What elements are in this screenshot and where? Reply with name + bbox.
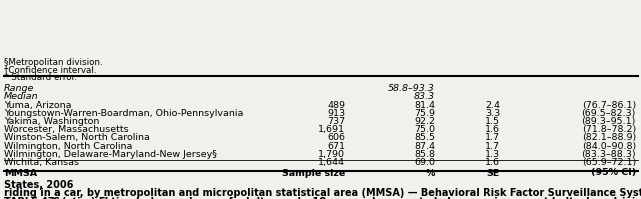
- Text: %: %: [426, 169, 435, 178]
- Text: 1.5: 1.5: [485, 117, 500, 126]
- Text: Yuma, Arizona: Yuma, Arizona: [4, 101, 72, 110]
- Text: ) Estimated prevalence of adults aged ≥18 years who reported always using a seat: ) Estimated prevalence of adults aged ≥1…: [91, 197, 641, 199]
- Text: 58.8–93.3: 58.8–93.3: [388, 84, 435, 93]
- Text: 2.4: 2.4: [485, 101, 500, 110]
- Text: Sample size: Sample size: [282, 169, 345, 178]
- Text: Continued: Continued: [52, 197, 108, 199]
- Text: Yakima, Washington: Yakima, Washington: [4, 117, 99, 126]
- Text: (82.1–88.9): (82.1–88.9): [582, 133, 636, 142]
- Text: 75.9: 75.9: [414, 109, 435, 118]
- Text: 85.5: 85.5: [414, 133, 435, 142]
- Text: 1.7: 1.7: [485, 142, 500, 151]
- Text: 87.4: 87.4: [414, 142, 435, 151]
- Text: 85.8: 85.8: [414, 150, 435, 159]
- Text: (89.3–95.1): (89.3–95.1): [581, 117, 636, 126]
- Text: (76.7–86.1): (76.7–86.1): [582, 101, 636, 110]
- Text: (65.9–72.1): (65.9–72.1): [582, 158, 636, 167]
- Text: 69.0: 69.0: [414, 158, 435, 167]
- Text: * Standard error.: * Standard error.: [4, 73, 77, 82]
- Text: Wilmington, North Carolina: Wilmington, North Carolina: [4, 142, 133, 151]
- Text: 606: 606: [327, 133, 345, 142]
- Text: 92.2: 92.2: [414, 117, 435, 126]
- Text: 1,691: 1,691: [318, 125, 345, 134]
- Text: Worcester, Massachusetts: Worcester, Massachusetts: [4, 125, 129, 134]
- Text: 1,790: 1,790: [318, 150, 345, 159]
- Text: 671: 671: [327, 142, 345, 151]
- Text: (71.8–78.2): (71.8–78.2): [582, 125, 636, 134]
- Text: TABLE 47. (: TABLE 47. (: [4, 197, 66, 199]
- Text: SE: SE: [487, 169, 500, 178]
- Text: (84.0–90.8): (84.0–90.8): [582, 142, 636, 151]
- Text: (95% CI): (95% CI): [591, 169, 636, 178]
- Text: 913: 913: [327, 109, 345, 118]
- Text: Wilmington, Delaware-Maryland-New Jersey§: Wilmington, Delaware-Maryland-New Jersey…: [4, 150, 217, 159]
- Text: 1.6: 1.6: [485, 125, 500, 134]
- Text: Range: Range: [4, 84, 35, 93]
- Text: (83.3–88.3): (83.3–88.3): [581, 150, 636, 159]
- Text: States, 2006: States, 2006: [4, 180, 73, 190]
- Text: Median: Median: [4, 92, 38, 101]
- Text: 83.3: 83.3: [414, 92, 435, 101]
- Text: 1.7: 1.7: [485, 133, 500, 142]
- Text: 75.0: 75.0: [414, 125, 435, 134]
- Text: Wichita, Kansas: Wichita, Kansas: [4, 158, 79, 167]
- Text: Winston-Salem, North Carolina: Winston-Salem, North Carolina: [4, 133, 150, 142]
- Text: 489: 489: [327, 101, 345, 110]
- Text: Youngstown-Warren-Boardman, Ohio-Pennsylvania: Youngstown-Warren-Boardman, Ohio-Pennsyl…: [4, 109, 244, 118]
- Text: §Metropolitan division.: §Metropolitan division.: [4, 58, 103, 67]
- Text: 3.3: 3.3: [485, 109, 500, 118]
- Text: 1,644: 1,644: [318, 158, 345, 167]
- Text: riding in a car, by metropolitan and micropolitan statistical area (MMSA) — Beha: riding in a car, by metropolitan and mic…: [4, 188, 641, 198]
- Text: †Confidence interval.: †Confidence interval.: [4, 65, 97, 74]
- Text: 1.6: 1.6: [485, 158, 500, 167]
- Text: MMSA: MMSA: [4, 169, 37, 178]
- Text: 737: 737: [327, 117, 345, 126]
- Text: 81.4: 81.4: [414, 101, 435, 110]
- Text: 1.3: 1.3: [485, 150, 500, 159]
- Text: (69.5–82.3): (69.5–82.3): [581, 109, 636, 118]
